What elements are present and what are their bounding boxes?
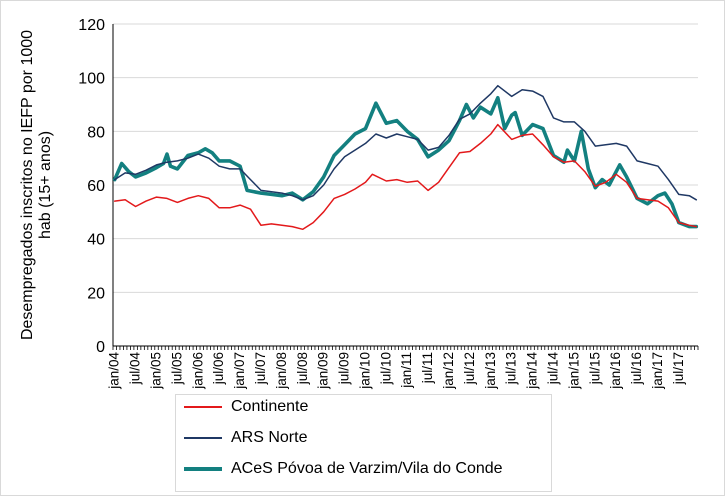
x-tick-label: jan/17	[650, 352, 665, 390]
y-tick-label: 40	[87, 232, 105, 249]
series-line-0	[113, 123, 698, 231]
x-tick-label: jan/07	[232, 352, 247, 390]
x-tick-label: jul/12	[462, 352, 477, 385]
y-axis: 0 20 40 60 80 100 120	[78, 17, 114, 356]
legend-swatch	[184, 467, 222, 471]
x-tick-label: jul/15	[587, 352, 602, 385]
x-tick-label: jul/05	[169, 352, 184, 385]
legend-label: ARS Norte	[231, 429, 308, 446]
x-tick-label: jan/15	[566, 352, 581, 390]
x-tick-label: jul/04	[128, 352, 143, 386]
x-tick-label: jan/11	[399, 352, 414, 389]
x-tick-label: jul/07	[253, 352, 268, 385]
x-tick-label: jan/13	[483, 352, 498, 390]
x-tick-label: jan/12	[441, 352, 456, 390]
legend-item: Continente	[184, 395, 308, 419]
legend-item: ACeS Póvoa de Varzim/Vila do Conde	[184, 457, 503, 481]
x-tick-label: jan/05	[149, 352, 164, 390]
x-tick-label: jan/16	[608, 352, 623, 390]
y-tick-label: 0	[96, 339, 105, 356]
series-line-2	[112, 96, 699, 229]
x-tick-label: jan/14	[525, 352, 540, 390]
y-tick-label: 60	[87, 178, 105, 195]
x-tick-label: jan/09	[316, 352, 331, 390]
x-tick-label: jul/10	[378, 352, 393, 385]
legend-swatch	[184, 437, 222, 439]
x-tick-label: jul/08	[295, 352, 310, 385]
x-tick-label: jul/06	[211, 352, 226, 385]
x-tick-label: jul/11	[420, 352, 435, 384]
gridlines	[113, 23, 698, 293]
y-axis-title-line-2: hab (15+ anos)	[37, 131, 54, 239]
x-axis: jan/04 jul/04 jan/05 jul/05 jan/06 jul/06 jan/…	[107, 345, 699, 390]
y-tick-label: 100	[78, 71, 105, 88]
x-tick-label: jul/16	[629, 352, 644, 385]
x-tick-label: jul/13	[504, 352, 519, 385]
y-tick-label: 120	[78, 17, 105, 34]
x-tick-label: jan/08	[274, 352, 289, 390]
y-tick-label: 20	[87, 285, 105, 302]
series-line-1	[113, 84, 698, 201]
legend-label: ACeS Póvoa de Varzim/Vila do Conde	[231, 460, 503, 477]
x-tick-label: jul/17	[671, 352, 686, 385]
x-tick-label: jul/09	[337, 352, 352, 385]
x-tick-label: jan/10	[357, 352, 372, 390]
legend: Continente ARS Norte ACeS Póvoa de Varzim/…	[175, 394, 552, 492]
y-tick-label: 80	[87, 124, 105, 141]
x-tick-label: jan/04	[107, 352, 122, 390]
legend-label: Continente	[231, 398, 309, 415]
x-tick-label: jan/06	[190, 352, 205, 390]
series-lines	[112, 84, 699, 231]
y-axis-title-line-1: Desempregados inscritos no IEFP por 1000	[19, 30, 36, 340]
legend-swatch	[184, 406, 222, 408]
legend-item: ARS Norte	[184, 426, 307, 450]
x-tick-label: jul/14	[545, 352, 560, 386]
